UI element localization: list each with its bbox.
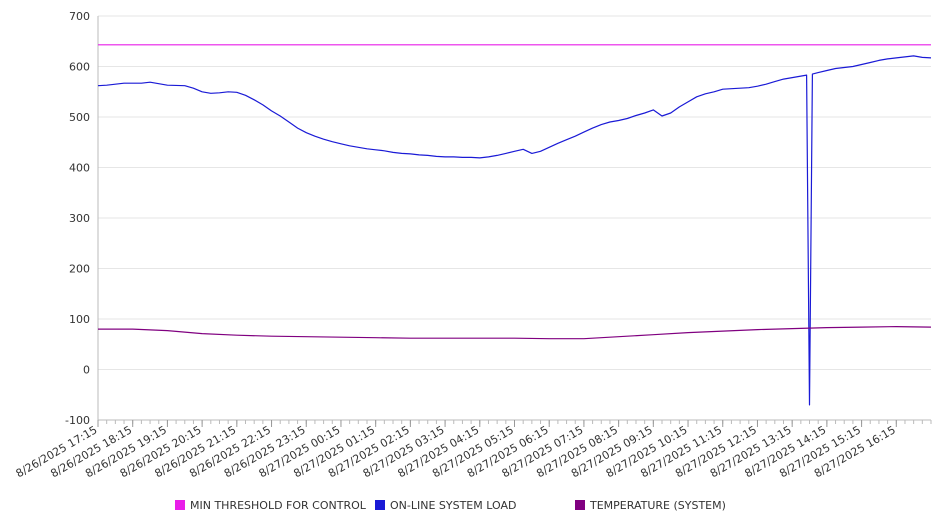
y-tick-label: 700 xyxy=(69,10,90,23)
y-tick-label: 400 xyxy=(69,162,90,175)
series-line-1 xyxy=(97,55,932,406)
y-tick-label: 200 xyxy=(69,263,90,276)
legend-label-temperature: TEMPERATURE (SYSTEM) xyxy=(590,498,726,512)
y-tick-label: 500 xyxy=(69,111,90,124)
y-tick-label: 100 xyxy=(69,313,90,326)
y-tick-label: -100 xyxy=(65,414,90,427)
chart-legend: MIN THRESHOLD FOR CONTROL ON-LINE SYSTEM… xyxy=(0,496,946,516)
legend-item-min-threshold: MIN THRESHOLD FOR CONTROL xyxy=(175,496,366,514)
legend-swatch-system-load xyxy=(375,500,385,510)
series-line-2 xyxy=(98,326,932,340)
legend-swatch-min-threshold xyxy=(175,500,185,510)
legend-swatch-temperature xyxy=(575,500,585,510)
legend-item-temperature: TEMPERATURE (SYSTEM) xyxy=(575,496,726,514)
y-tick-label: 0 xyxy=(83,364,90,377)
legend-label-system-load: ON-LINE SYSTEM LOAD xyxy=(390,498,517,512)
legend-label-min-threshold: MIN THRESHOLD FOR CONTROL xyxy=(190,498,366,512)
y-tick-label: 600 xyxy=(69,61,90,74)
y-tick-label: 300 xyxy=(69,212,90,225)
legend-item-system-load: ON-LINE SYSTEM LOAD xyxy=(375,496,516,514)
